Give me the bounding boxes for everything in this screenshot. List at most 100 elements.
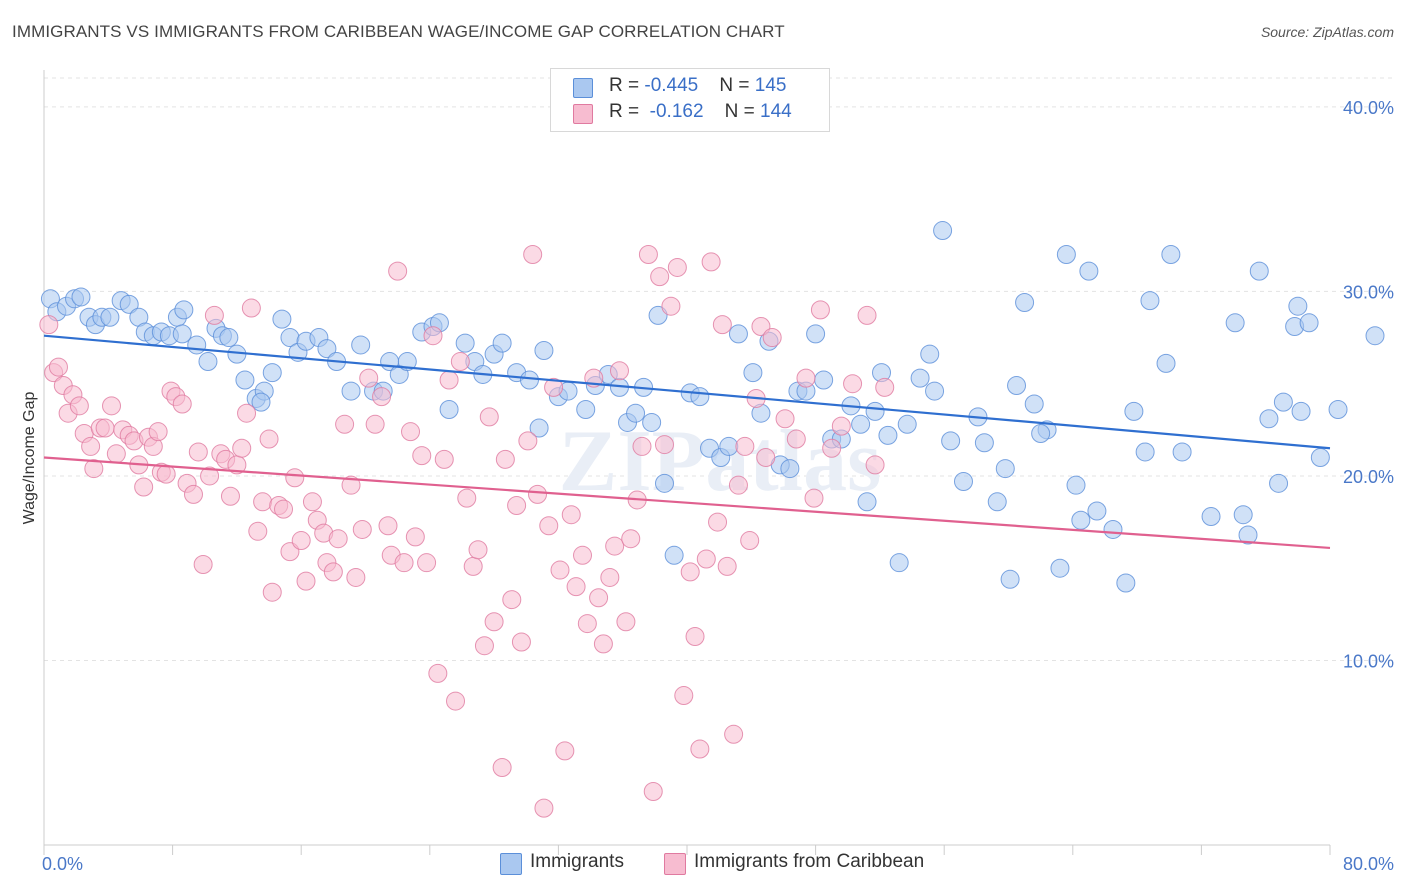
x-tick-label-min: 0.0% <box>42 854 83 874</box>
n-label: N = <box>719 75 755 96</box>
point-caribbean <box>680 562 700 582</box>
point-immigrants <box>519 370 539 390</box>
legend-label-caribbean: Immigrants from Caribbean <box>694 851 925 872</box>
point-immigrants <box>1079 261 1099 281</box>
point-caribbean <box>831 416 851 436</box>
point-caribbean <box>394 553 414 573</box>
grid-layer <box>44 77 1394 661</box>
source-label: Source: ZipAtlas.com <box>1260 24 1394 40</box>
point-immigrants <box>1225 313 1245 333</box>
point-immigrants <box>1103 519 1123 539</box>
point-immigrants <box>351 335 371 355</box>
point-immigrants <box>1365 326 1385 346</box>
point-caribbean <box>296 571 316 591</box>
point-caribbean <box>134 477 154 497</box>
point-immigrants <box>198 352 218 372</box>
point-immigrants <box>1328 400 1348 420</box>
r-value-immigrants: -0.445 <box>644 75 699 96</box>
point-caribbean <box>561 505 581 525</box>
point-caribbean <box>685 626 705 646</box>
point-immigrants <box>1050 558 1070 578</box>
point-immigrants <box>119 294 139 314</box>
point-immigrants <box>780 459 800 479</box>
point-caribbean <box>690 739 710 759</box>
point-caribbean <box>232 438 252 458</box>
point-immigrants <box>1000 569 1020 589</box>
point-caribbean <box>81 436 101 456</box>
point-caribbean <box>439 370 459 390</box>
point-caribbean <box>843 374 863 394</box>
y-tick-label: 30.0% <box>1343 282 1394 302</box>
point-caribbean <box>511 632 531 652</box>
point-immigrants <box>1071 510 1091 530</box>
point-immigrants <box>1273 392 1293 412</box>
point-caribbean <box>291 531 311 551</box>
points-layer <box>39 221 1385 818</box>
point-caribbean <box>341 475 361 495</box>
point-immigrants <box>1310 448 1330 467</box>
point-caribbean <box>775 409 795 429</box>
point-caribbean <box>423 326 443 346</box>
point-immigrants <box>851 414 871 434</box>
point-immigrants <box>1288 296 1308 316</box>
point-caribbean <box>708 512 728 532</box>
point-immigrants <box>642 412 662 432</box>
y-tick-label: 40.0% <box>1343 98 1394 118</box>
point-caribbean <box>474 636 494 656</box>
point-caribbean <box>717 556 737 576</box>
point-caribbean <box>262 582 282 602</box>
point-immigrants <box>654 473 674 493</box>
chart-title: IMMIGRANTS VS IMMIGRANTS FROM CARIBBEAN … <box>12 22 785 41</box>
point-immigrants <box>529 418 549 438</box>
point-immigrants <box>878 425 898 445</box>
point-caribbean <box>479 407 499 427</box>
point-caribbean <box>661 296 681 316</box>
y-axis-title: Wage/Income Gap <box>21 392 38 525</box>
point-immigrants <box>174 300 194 320</box>
point-caribbean <box>616 612 636 632</box>
point-immigrants <box>219 328 239 348</box>
point-caribbean <box>428 663 448 683</box>
point-immigrants <box>1015 293 1035 312</box>
point-immigrants <box>974 433 994 453</box>
point-immigrants <box>995 459 1015 479</box>
point-caribbean <box>241 298 261 318</box>
point-immigrants <box>1156 353 1176 373</box>
point-caribbean <box>148 422 168 442</box>
point-caribbean <box>593 634 613 654</box>
point-caribbean <box>102 396 122 416</box>
point-caribbean <box>302 492 322 512</box>
point-immigrants <box>534 340 554 360</box>
point-caribbean <box>667 257 687 277</box>
point-immigrants <box>1161 245 1181 265</box>
point-caribbean <box>609 361 629 381</box>
point-caribbean <box>544 377 564 397</box>
point-caribbean <box>600 567 620 587</box>
point-immigrants <box>251 392 271 412</box>
point-caribbean <box>621 529 641 549</box>
point-caribbean <box>365 414 385 434</box>
point-immigrants <box>1007 376 1027 396</box>
point-caribbean <box>786 429 806 449</box>
point-immigrants <box>172 324 192 344</box>
point-caribbean <box>248 521 268 541</box>
point-caribbean <box>188 442 208 462</box>
point-immigrants <box>1024 394 1044 414</box>
point-caribbean <box>463 556 483 576</box>
point-immigrants <box>100 307 120 327</box>
point-caribbean <box>183 484 203 504</box>
point-immigrants <box>728 324 748 344</box>
point-immigrants <box>341 381 361 401</box>
point-caribbean <box>638 245 658 265</box>
point-immigrants <box>262 363 282 383</box>
point-caribbean <box>412 446 432 466</box>
point-immigrants <box>439 400 459 420</box>
n-value-immigrants: 145 <box>754 75 787 96</box>
point-caribbean <box>550 560 570 580</box>
point-immigrants <box>576 400 596 420</box>
y-tick-label: 10.0% <box>1343 651 1394 671</box>
point-immigrants <box>690 387 710 407</box>
point-caribbean <box>573 545 593 565</box>
point-immigrants <box>987 492 1007 512</box>
point-immigrants <box>1172 442 1192 462</box>
